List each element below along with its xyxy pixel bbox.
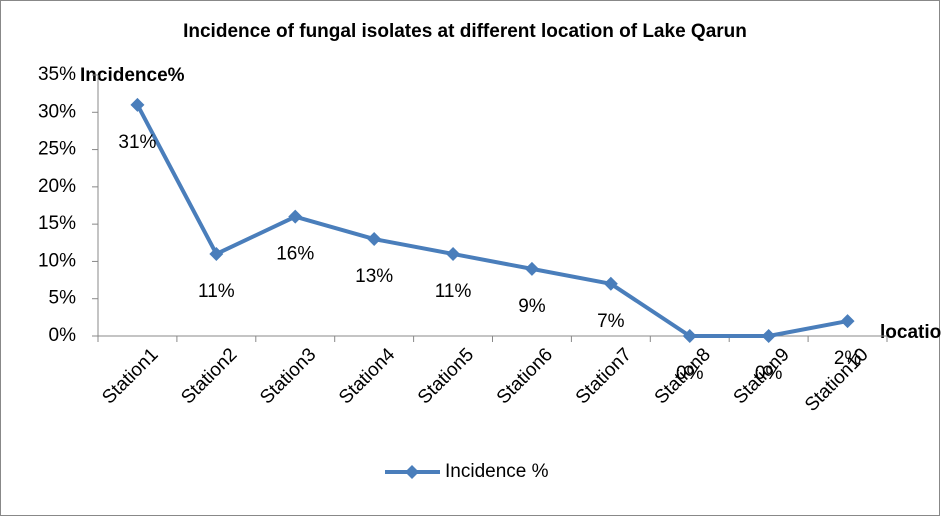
data-point xyxy=(840,314,855,329)
legend-marker xyxy=(405,465,419,479)
data-label: 0% xyxy=(755,363,783,384)
data-label: 9% xyxy=(518,296,546,317)
data-label: 16% xyxy=(276,244,314,265)
series-line xyxy=(135,103,848,338)
y-tick-label: 5% xyxy=(49,288,77,309)
data-point xyxy=(130,97,145,112)
data-label: 31% xyxy=(118,132,156,153)
data-point xyxy=(367,232,382,247)
data-label: 0% xyxy=(676,363,704,384)
data-label: 11% xyxy=(198,281,235,302)
legend-label: Incidence % xyxy=(445,461,549,482)
data-label: 11% xyxy=(435,281,472,302)
y-tick-label: 15% xyxy=(38,213,76,234)
data-label: 13% xyxy=(355,266,393,287)
data-point xyxy=(682,329,697,343)
x-axis-label: location xyxy=(880,322,941,343)
y-tick-label: 25% xyxy=(38,139,76,160)
data-point xyxy=(603,276,618,291)
data-point xyxy=(288,209,303,224)
y-tick-label: 35% xyxy=(38,64,76,85)
chart-title: Incidence of fungal isolates at differen… xyxy=(183,21,747,42)
data-point xyxy=(524,261,539,276)
y-axis-label: Incidence% xyxy=(80,65,185,86)
y-tick-label: 30% xyxy=(38,101,76,122)
data-label: 7% xyxy=(597,311,625,332)
y-tick-label: 20% xyxy=(38,176,76,197)
data-point xyxy=(209,246,224,261)
data-point xyxy=(446,246,461,261)
y-tick-label: 0% xyxy=(49,325,77,346)
data-label: 2% xyxy=(834,348,862,369)
y-tick-label: 10% xyxy=(38,250,76,271)
data-point xyxy=(761,329,776,343)
